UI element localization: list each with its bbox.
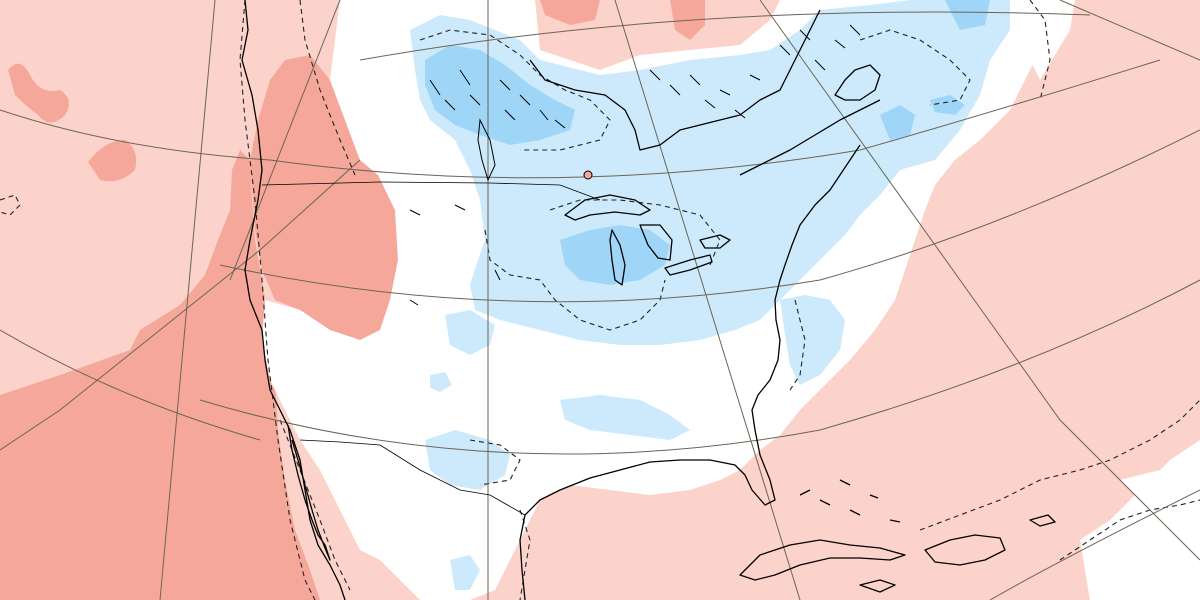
jamaica-coastline bbox=[859, 579, 896, 593]
coastline-layer bbox=[241, 0, 1056, 600]
great-basin-lakes bbox=[409, 204, 501, 306]
contour-far-west bbox=[0, 194, 21, 216]
warm-strong-pacific-blob-2 bbox=[88, 140, 137, 182]
parallel-line-6 bbox=[0, 109, 271, 161]
warm-strong-pacific-region bbox=[0, 150, 320, 600]
warm-strong-canada-north bbox=[540, 0, 600, 25]
hispaniola-coastline bbox=[924, 534, 1006, 566]
parallel-line-4 bbox=[199, 279, 1200, 455]
baja-coastline bbox=[287, 424, 331, 561]
lake-huron bbox=[639, 224, 673, 261]
west-coastline bbox=[241, 0, 346, 600]
contour-atlantic-south bbox=[1059, 499, 1200, 561]
lake-erie bbox=[664, 254, 713, 276]
parallel-line-7 bbox=[989, 489, 1200, 600]
meridian-line-6 bbox=[0, 159, 361, 451]
contour-pacific-north bbox=[299, 0, 356, 176]
neutral-east-canada bbox=[1030, 0, 1075, 80]
gulf-coastline bbox=[519, 264, 786, 600]
lake-winnipeg bbox=[477, 118, 496, 182]
meridian-line-3 bbox=[759, 0, 1200, 561]
contour-gulf bbox=[469, 439, 521, 486]
east-coastline bbox=[784, 144, 861, 266]
cool-strong-labrador bbox=[945, 0, 990, 30]
neutral-atlantic-patch bbox=[1120, 470, 1190, 500]
lake-michigan bbox=[609, 229, 626, 286]
lake-superior bbox=[564, 194, 651, 221]
cool-light-central-patch bbox=[445, 310, 495, 355]
contour-central-canada bbox=[419, 29, 611, 151]
parallel-line-5 bbox=[0, 329, 261, 441]
cool-strong-quebec-2 bbox=[930, 95, 965, 115]
parallel-line-3 bbox=[219, 129, 1200, 303]
cuba-coastline bbox=[739, 539, 906, 581]
contour-east-atlantic bbox=[1029, 0, 1051, 101]
cool-light-north-region bbox=[410, 0, 1010, 345]
puerto-rico-coastline bbox=[1029, 514, 1056, 527]
small-warm-spot bbox=[583, 170, 593, 180]
contour-southeast bbox=[789, 299, 806, 391]
cool-light-south-patch-1 bbox=[425, 430, 510, 490]
st-lawrence-coastline bbox=[739, 99, 881, 176]
cool-light-south-patch-2 bbox=[560, 395, 690, 440]
cool-light-mexico-patch bbox=[450, 555, 480, 590]
contour-mexico bbox=[519, 509, 531, 600]
bahamas-islands bbox=[799, 479, 901, 523]
inland-water-layer bbox=[409, 24, 861, 306]
cool-light-small-patch bbox=[430, 372, 452, 392]
warm-strong-pacific-blob-1 bbox=[8, 63, 69, 123]
contour-lakes bbox=[549, 199, 721, 266]
warm-strong-west-region bbox=[250, 55, 398, 340]
contour-great-plains bbox=[484, 229, 666, 331]
cool-strong-canada-region bbox=[425, 45, 575, 145]
us-mexico-border bbox=[299, 439, 526, 516]
cool-strong-great-lakes bbox=[560, 225, 670, 285]
meridian-line-4 bbox=[159, 0, 216, 600]
newfoundland-coastline bbox=[834, 64, 881, 101]
parallel-line-2 bbox=[269, 59, 1161, 179]
meridian-line-7 bbox=[229, 0, 341, 281]
parallel-line-1 bbox=[359, 11, 1091, 61]
meridian-line-5 bbox=[1059, 0, 1200, 61]
canada-lakes-cluster-2 bbox=[649, 69, 761, 119]
lake-ontario bbox=[699, 234, 731, 249]
us-canada-border bbox=[261, 181, 601, 201]
quebec-lakes bbox=[779, 24, 861, 71]
contour-quebec bbox=[859, 29, 971, 106]
hudson-bay-coastline bbox=[529, 9, 821, 151]
cool-strong-quebec bbox=[880, 105, 915, 140]
contour-caribbean bbox=[919, 399, 1200, 531]
cool-light-southeast-atlantic bbox=[780, 295, 845, 385]
contour-west-coast bbox=[239, 0, 316, 600]
canada-lakes-cluster-1 bbox=[429, 69, 566, 129]
meridian-line-2 bbox=[614, 0, 801, 600]
border-layer bbox=[261, 181, 601, 516]
